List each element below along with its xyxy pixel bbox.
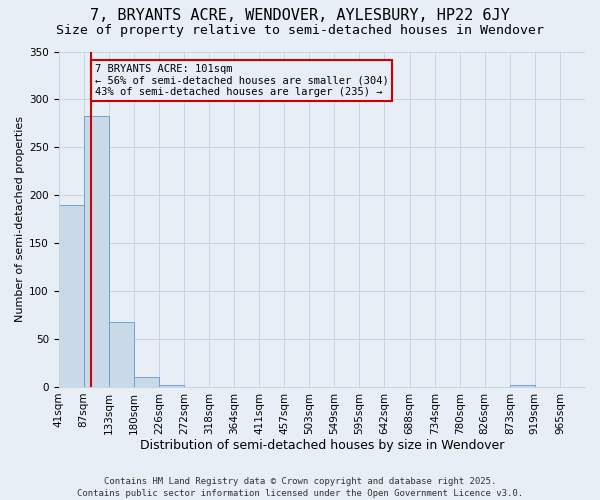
Text: 7 BRYANTS ACRE: 101sqm
← 56% of semi-detached houses are smaller (304)
43% of se: 7 BRYANTS ACRE: 101sqm ← 56% of semi-det…	[95, 64, 389, 97]
Text: Contains HM Land Registry data © Crown copyright and database right 2025.
Contai: Contains HM Land Registry data © Crown c…	[77, 476, 523, 498]
Bar	[84, 116, 109, 387]
Bar	[159, 385, 184, 387]
Text: Size of property relative to semi-detached houses in Wendover: Size of property relative to semi-detach…	[56, 24, 544, 37]
Text: 7, BRYANTS ACRE, WENDOVER, AYLESBURY, HP22 6JY: 7, BRYANTS ACRE, WENDOVER, AYLESBURY, HP…	[90, 8, 510, 22]
Bar	[134, 378, 159, 387]
Bar	[510, 385, 535, 387]
Y-axis label: Number of semi-detached properties: Number of semi-detached properties	[15, 116, 25, 322]
Bar	[109, 322, 134, 387]
X-axis label: Distribution of semi-detached houses by size in Wendover: Distribution of semi-detached houses by …	[140, 440, 504, 452]
Bar	[59, 205, 84, 387]
